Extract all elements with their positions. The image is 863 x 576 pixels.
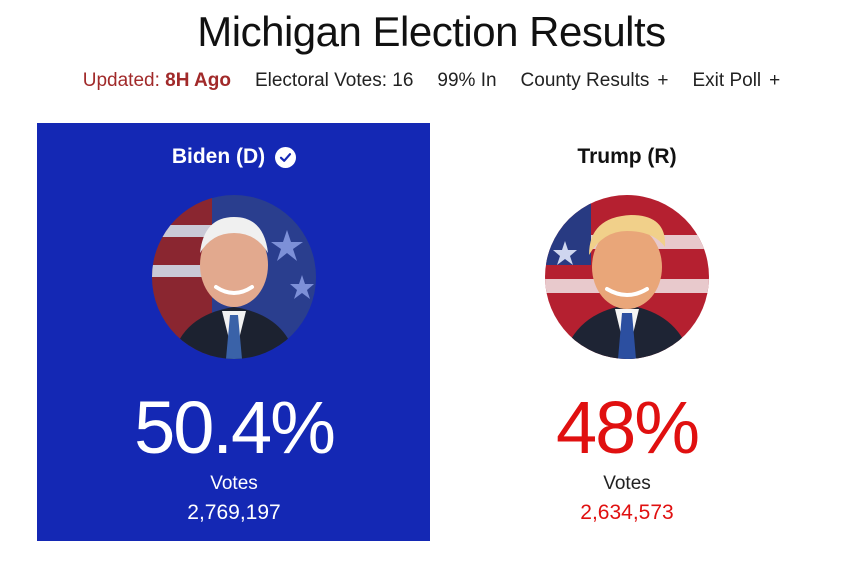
candidate-card-trump: Trump (R) 48% Votes 2,634,573 — [430, 123, 824, 541]
reporting-percent: 99% In — [437, 70, 497, 91]
candidate-name-row: Biden (D) — [37, 145, 431, 169]
votes-label: Votes — [603, 473, 651, 494]
electoral-votes: Electoral Votes: 16 — [254, 70, 414, 91]
exit-poll-toggle[interactable]: Exit Poll + — [693, 70, 781, 92]
updated-status: Updated: 8H Ago — [83, 70, 231, 92]
candidate-name: Biden (D) — [171, 145, 266, 168]
county-results-toggle[interactable]: County Results + — [521, 70, 669, 92]
votes-label: Votes — [210, 473, 258, 494]
page-title: Michigan Election Results — [197, 8, 666, 55]
results-meta-bar: Updated: 8H Ago Electoral Votes: 16 99% … — [0, 70, 863, 92]
plus-icon: + — [657, 70, 669, 91]
updated-value: 8H Ago — [165, 70, 231, 91]
plus-icon: + — [769, 70, 781, 91]
candidate-portrait — [152, 195, 316, 359]
exit-poll-label: Exit Poll — [692, 70, 762, 91]
vote-percent: 50.4% — [134, 386, 336, 469]
candidate-card-biden: Biden (D) 50.4% Votes 2,769,197 — [37, 123, 431, 541]
vote-count: 2,769,197 — [187, 501, 281, 524]
vote-count: 2,634,573 — [580, 501, 674, 524]
county-results-label: County Results — [520, 70, 650, 91]
vote-percent: 48% — [555, 386, 700, 469]
candidate-name: Trump (R) — [577, 145, 677, 168]
candidate-name-row: Trump (R) — [430, 145, 824, 169]
check-circle-icon — [275, 146, 297, 168]
candidate-portrait — [545, 195, 709, 359]
updated-label: Updated: — [82, 70, 160, 91]
